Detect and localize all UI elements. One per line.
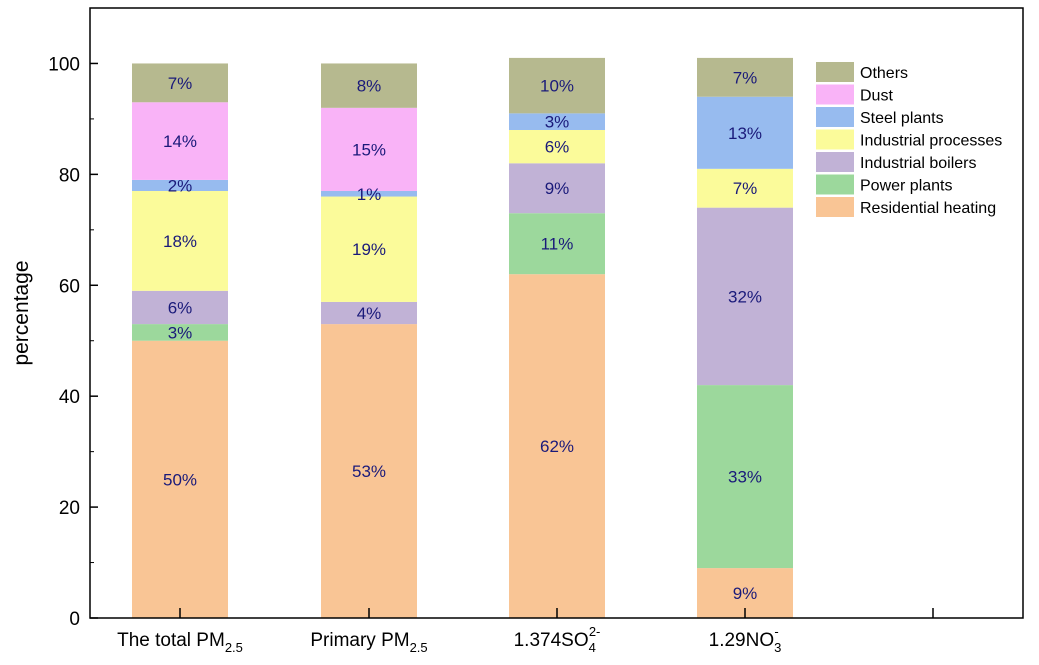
bar-segment bbox=[509, 113, 605, 130]
data-label: 4% bbox=[357, 304, 382, 323]
data-label: 10% bbox=[540, 77, 574, 96]
bar-segment bbox=[697, 385, 793, 569]
bar-segment bbox=[321, 191, 417, 197]
bar-segment bbox=[132, 290, 228, 325]
y-axis-title: percentage bbox=[10, 260, 33, 365]
data-label: 53% bbox=[352, 462, 386, 481]
x-tick-label: The total PM2.5 bbox=[117, 630, 243, 655]
bar-segment bbox=[321, 324, 417, 618]
data-label: 19% bbox=[352, 240, 386, 259]
bar-segment bbox=[697, 57, 793, 97]
data-label: 14% bbox=[163, 132, 197, 151]
bar-segment bbox=[697, 207, 793, 386]
bar-segment bbox=[132, 191, 228, 291]
legend-swatch bbox=[816, 107, 854, 127]
bar-segment bbox=[132, 324, 228, 341]
bar-segment bbox=[509, 274, 605, 618]
bar-segment bbox=[132, 63, 228, 103]
bar-segment bbox=[509, 57, 605, 114]
segment-labels-layer: 50% 3% 6% 18% 2% 14% 7% 53% 4% 19% 1% 15% 8% 62% 11% 9%… bbox=[163, 68, 762, 603]
bar-segment bbox=[321, 63, 417, 108]
data-label: 6% bbox=[168, 298, 193, 317]
data-label: 7% bbox=[168, 74, 193, 93]
data-label: 6% bbox=[545, 138, 570, 157]
data-label: 13% bbox=[728, 124, 762, 143]
data-label: 50% bbox=[163, 470, 197, 489]
bar-segment bbox=[509, 163, 605, 214]
legend-swatch bbox=[816, 152, 854, 172]
data-label: 18% bbox=[163, 232, 197, 251]
data-label: 9% bbox=[733, 584, 758, 603]
legend-swatch bbox=[816, 62, 854, 82]
bar-segment bbox=[321, 107, 417, 191]
y-tick-label: 100 bbox=[48, 54, 80, 75]
x-tick-label: 1.29NO3- bbox=[709, 624, 782, 655]
y-tick-label: 0 bbox=[69, 609, 80, 630]
bar-segment bbox=[132, 340, 228, 618]
data-label: 3% bbox=[168, 323, 193, 342]
data-label: 32% bbox=[728, 287, 762, 306]
bar-segment bbox=[132, 179, 228, 191]
legend-label: Power plants bbox=[860, 178, 953, 195]
data-label: 3% bbox=[545, 113, 570, 132]
legend-swatch bbox=[816, 84, 854, 105]
data-label: 9% bbox=[545, 179, 570, 198]
y-tick-label: 40 bbox=[59, 387, 80, 408]
data-label: 15% bbox=[352, 140, 386, 159]
x-tick-label: 1.374SO42- bbox=[514, 624, 601, 655]
legend-label: Others bbox=[860, 65, 908, 82]
legend-swatch bbox=[816, 197, 854, 217]
data-label: 2% bbox=[168, 176, 193, 195]
data-label: 7% bbox=[733, 68, 758, 87]
legend-swatch bbox=[816, 129, 854, 150]
y-tick-label: 80 bbox=[59, 165, 80, 186]
legend-swatch bbox=[816, 174, 854, 195]
data-label: 62% bbox=[540, 437, 574, 456]
bar-segment bbox=[321, 196, 417, 302]
bar-segment bbox=[697, 96, 793, 169]
bar-segment bbox=[697, 168, 793, 208]
legend-label: Industrial boilers bbox=[860, 155, 977, 172]
data-label: 33% bbox=[728, 468, 762, 487]
legend: Others Dust Steel plants Industrial process… bbox=[816, 62, 1002, 217]
legend-label: Steel plants bbox=[860, 110, 944, 127]
axes-layer: 0 20 40 60 80 100 The total PM2.5 Primary PM2.5… bbox=[10, 7, 1024, 655]
bar-segment bbox=[132, 102, 228, 180]
legend-label: Industrial processes bbox=[860, 133, 1002, 150]
legend-label: Residential heating bbox=[860, 200, 996, 217]
data-label: 11% bbox=[541, 235, 574, 254]
y-tick-label: 60 bbox=[59, 276, 80, 297]
data-label: 7% bbox=[733, 179, 758, 198]
data-label: 8% bbox=[357, 77, 382, 96]
legend-label: Dust bbox=[860, 88, 893, 105]
x-tick-label: Primary PM2.5 bbox=[310, 630, 427, 655]
data-label: 1% bbox=[357, 185, 382, 204]
bar-segment bbox=[321, 301, 417, 325]
y-tick-label: 20 bbox=[59, 498, 80, 519]
bars-layer bbox=[132, 57, 793, 618]
bar-segment bbox=[509, 130, 605, 164]
bar-segment bbox=[509, 213, 605, 275]
